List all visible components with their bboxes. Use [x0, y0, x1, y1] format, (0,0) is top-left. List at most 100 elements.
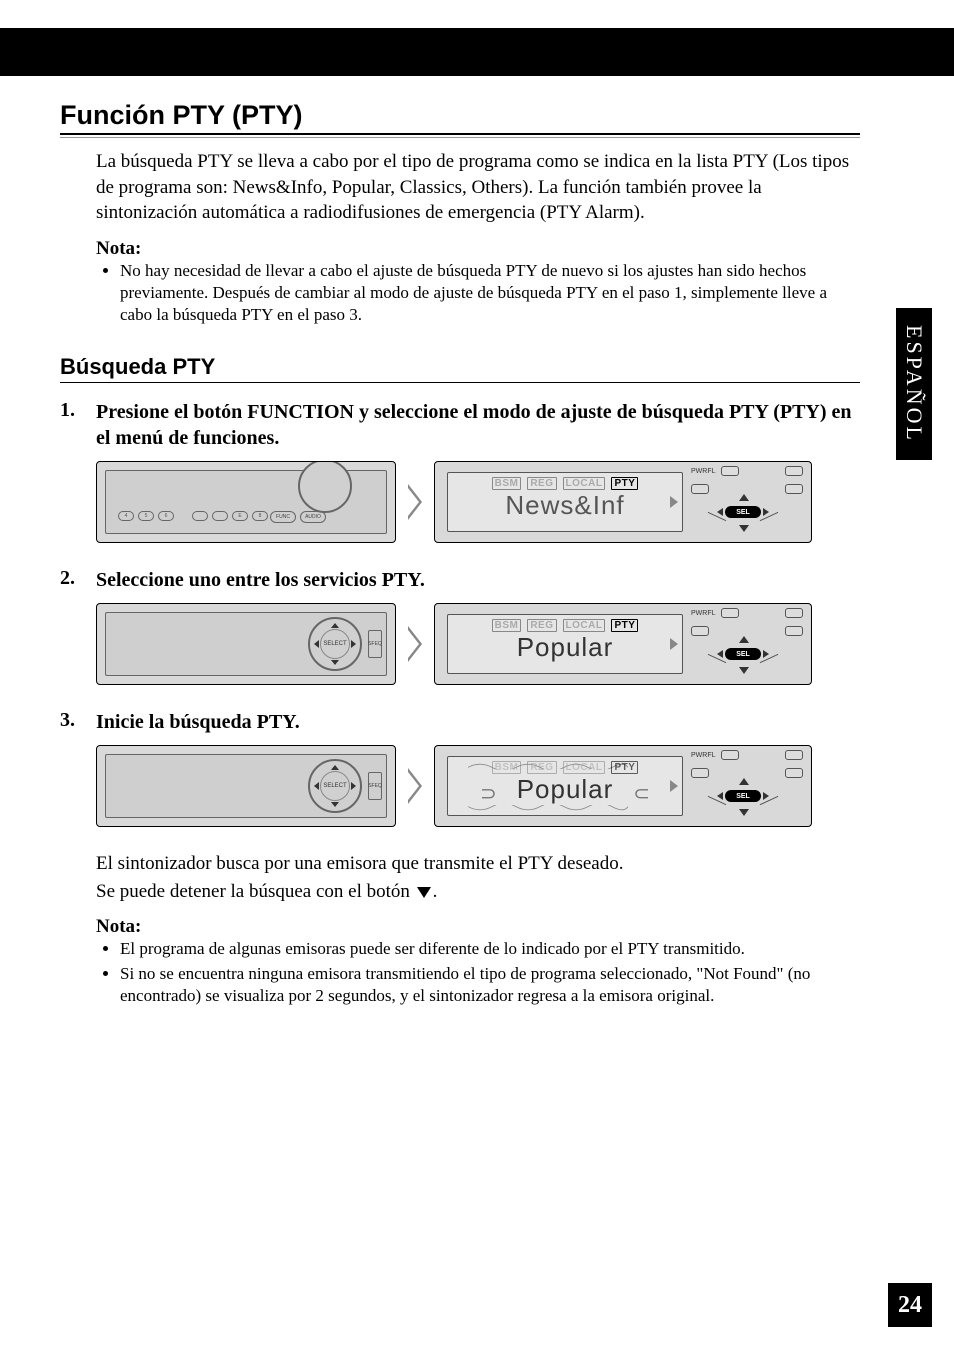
page-number: 24: [898, 1292, 922, 1319]
small-button: [785, 466, 803, 476]
diagram-3: SELECT SFEQ BSM REG LOCAL PTY: [96, 745, 860, 827]
note2-label: Nota:: [96, 916, 860, 938]
lcd-main-text: News&Inf: [505, 490, 624, 521]
bracket-right-icon: ⊂: [633, 781, 650, 806]
preset-btn: [192, 511, 208, 521]
main-title: Función PTY (PTY): [60, 100, 860, 135]
up-icon: [739, 778, 749, 785]
display-panel-2: BSM REG LOCAL PTY Popular PWRFL: [434, 603, 812, 685]
preset-btn: 4: [118, 511, 134, 521]
step-1: 1. Presione el botón FUNCTION y seleccio…: [60, 399, 860, 451]
down-icon: [739, 809, 749, 816]
down-icon: [739, 667, 749, 674]
audio-button: AUDIO: [300, 511, 326, 523]
tag-local: LOCAL: [563, 619, 606, 632]
knob-up-icon: [331, 623, 339, 628]
sel-cluster: SEL: [713, 634, 773, 674]
device-panel-2-inner: SELECT SFEQ: [105, 612, 387, 676]
knob-right-icon: [351, 640, 356, 648]
lcd-main-text: Popular: [517, 774, 614, 805]
device-panel-1: 4 5 6 E 8 FUNC AUDIO: [96, 461, 396, 543]
sel-label: SEL: [725, 790, 761, 802]
display-panel-3: BSM REG LOCAL PTY ⊃ Popular ⊂ PWRFL: [434, 745, 812, 827]
knob-down-icon: [331, 802, 339, 807]
small-button: [785, 626, 803, 636]
tag-bsm: BSM: [492, 619, 522, 632]
note2-item-1: El programa de algunas emisoras puede se…: [120, 938, 860, 960]
pwrfl-label: PWRFL: [691, 752, 716, 759]
device-panel-3-inner: SELECT SFEQ: [105, 754, 387, 818]
step-3-text: Inicie la búsqueda PTY.: [96, 709, 300, 735]
note1-list: No hay necesidad de llevar a cabo el aju…: [120, 260, 860, 326]
intro-paragraph: La búsqueda PTY se lleva a cabo por el t…: [96, 149, 860, 226]
down-triangle-icon: [417, 887, 431, 898]
arrow-icon: [408, 768, 422, 804]
left-icon: [717, 650, 723, 658]
language-tab: ESPAÑOL: [896, 308, 932, 460]
knob-left-icon: [314, 782, 319, 790]
device-panel-2: SELECT SFEQ: [96, 603, 396, 685]
control-area-1: PWRFL SEL: [683, 462, 811, 542]
page-content: Función PTY (PTY) La búsqueda PTY se lle…: [60, 100, 860, 1009]
tag-local: LOCAL: [563, 761, 606, 774]
up-icon: [739, 636, 749, 643]
left-icon: [717, 508, 723, 516]
small-button: [691, 768, 709, 778]
sel-cluster: SEL: [713, 492, 773, 532]
control-area-3: PWRFL SEL: [683, 746, 811, 826]
pwrfl-label: PWRFL: [691, 468, 716, 475]
preset-btn: E: [232, 511, 248, 521]
small-button: [691, 484, 709, 494]
preset-btn: 5: [138, 511, 154, 521]
after3-p2-pre: Se puede detener la búsquea con el botón: [96, 881, 415, 902]
knob-down-icon: [331, 660, 339, 665]
small-button: [785, 608, 803, 618]
down-icon: [739, 525, 749, 532]
step-3-num: 3.: [60, 709, 96, 732]
small-button: [785, 750, 803, 760]
bracket-left-icon: ⊃: [480, 781, 497, 806]
knob-icon: [298, 461, 352, 513]
diagram-1: 4 5 6 E 8 FUNC AUDIO BSM: [96, 461, 860, 543]
step-1-num: 1.: [60, 399, 96, 422]
device-panel-1-inner: 4 5 6 E 8 FUNC AUDIO: [105, 470, 387, 534]
after3-p2: Se puede detener la búsquea con el botón…: [96, 879, 860, 905]
preset-btn: 8: [252, 511, 268, 521]
pwrfl-label: PWRFL: [691, 610, 716, 617]
wave-bottom-icon: [468, 805, 628, 813]
sfeq-button: SFEQ: [368, 772, 382, 800]
sel-cluster: SEL: [713, 776, 773, 816]
right-icon: [763, 792, 769, 800]
tag-pty: PTY: [611, 477, 638, 490]
tag-bsm: BSM: [492, 761, 522, 774]
after3-p1: El sintonizador busca por una emisora qu…: [96, 851, 860, 877]
subsection-title: Búsqueda PTY: [60, 354, 860, 383]
left-icon: [717, 792, 723, 800]
lcd-3: BSM REG LOCAL PTY ⊃ Popular ⊂: [447, 756, 683, 816]
step-2-num: 2.: [60, 567, 96, 590]
knob-up-icon: [331, 765, 339, 770]
preset-btn: 6: [158, 511, 174, 521]
play-icon: [670, 638, 678, 650]
arrow-icon: [408, 484, 422, 520]
knob-left-icon: [314, 640, 319, 648]
select-knob: SELECT: [308, 617, 362, 671]
note2-list: El programa de algunas emisoras puede se…: [120, 938, 860, 1006]
small-button: [785, 768, 803, 778]
diagram-2: SELECT SFEQ BSM REG LOCAL PTY Popular: [96, 603, 860, 685]
step-2: 2. Seleccione uno entre los servicios PT…: [60, 567, 860, 593]
step-3: 3. Inicie la búsqueda PTY.: [60, 709, 860, 735]
up-icon: [739, 494, 749, 501]
tag-pty: PTY: [611, 761, 638, 774]
tag-bsm: BSM: [492, 477, 522, 490]
language-tab-label: ESPAÑOL: [901, 325, 927, 443]
lcd-main-text: Popular: [517, 632, 614, 663]
lcd-tags: BSM REG LOCAL PTY: [492, 477, 639, 490]
small-button: [721, 608, 739, 618]
small-button: [785, 484, 803, 494]
display-panel-1: BSM REG LOCAL PTY News&Inf PWRFL: [434, 461, 812, 543]
tag-reg: REG: [527, 761, 556, 774]
sel-label: SEL: [725, 648, 761, 660]
right-icon: [763, 650, 769, 658]
knob-label: SELECT: [323, 783, 346, 789]
